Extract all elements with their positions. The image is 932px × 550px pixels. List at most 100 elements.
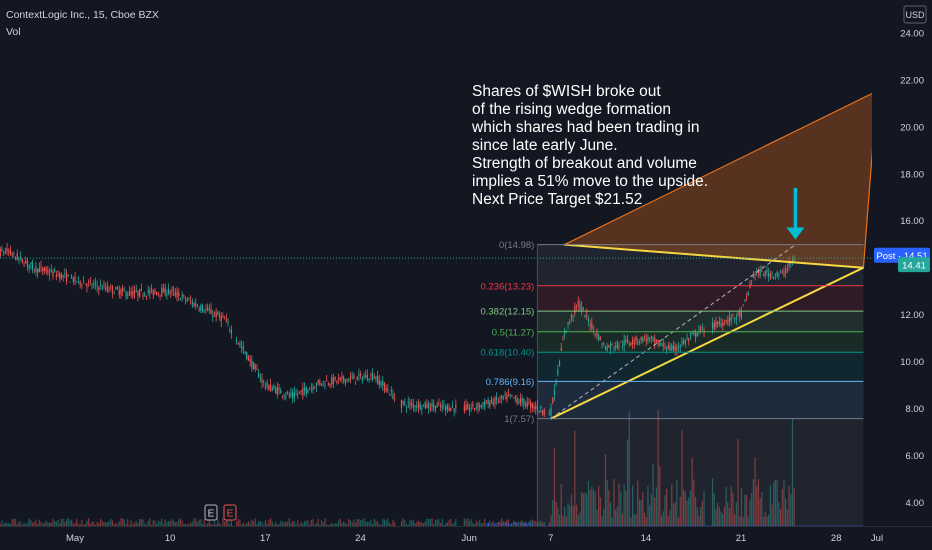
volume-bar [179,518,182,526]
candle-body [4,251,6,253]
y-tick-label: 16.00 [900,216,924,227]
candle-body [82,282,85,283]
candle-body [237,342,239,344]
candle-body [79,281,81,285]
candle-body [779,272,782,273]
volume-bar [730,486,732,526]
candle-body [81,284,83,286]
annotation-line: since late early June. [472,137,618,154]
volume-bar [72,523,74,526]
candle-body [171,289,173,291]
currency-button[interactable] [903,5,927,24]
volume-bar [353,519,355,526]
candle-body [150,288,153,291]
volume-bar [326,524,328,526]
volume-bar [567,502,569,526]
volume-bar [269,518,272,526]
volume-bar [455,518,457,526]
candle-body [632,339,634,345]
candle-body [354,381,357,383]
candle-body [734,317,736,319]
candle-body [745,296,748,298]
candle-body [584,315,586,318]
volume-bar [371,523,374,526]
candle-body [264,386,267,388]
fib-level-label: 0.5(11.27) [492,327,535,338]
candle-body [368,378,370,381]
volume-bar [693,479,695,526]
earnings-marker[interactable]: E [223,504,237,521]
volume-bar [343,521,345,526]
candle-body [492,402,494,405]
volume-bar [54,520,56,526]
volume-bar [339,518,341,526]
annotation-note[interactable]: Shares of $WISH broke out of the rising … [471,83,708,208]
candle-body [179,298,182,301]
volume-bar [734,514,736,526]
volume-bar [586,493,588,526]
candle-body [383,383,386,391]
volume-bar [174,522,176,526]
volume-bar [205,524,207,526]
candle-body [251,360,253,368]
volume-bar [173,520,175,526]
candle-body [666,349,668,351]
candle-body [215,312,217,318]
candle-body [298,391,301,393]
y-tick-label: 24.00 [900,28,924,39]
volume-bar [351,522,353,526]
volume-bar [263,524,265,526]
candle-body [494,397,496,404]
candle-body [281,395,284,397]
volume-bar [210,523,212,526]
currency-label: USD [905,10,925,20]
symbol-title[interactable]: ContextLogic Inc., 15, Cboe BZX [6,9,159,21]
volume-bar [424,521,426,526]
time-scale[interactable] [0,526,932,550]
candle-body [664,347,666,349]
volume-bar [489,520,491,526]
candle-body [421,407,423,410]
volume-bar [643,512,646,526]
earnings-marker[interactable]: E [204,504,218,521]
volume-bar [579,512,581,526]
volume-bar [305,520,307,526]
volume-bar [62,518,64,526]
volume-bar [790,493,792,526]
candle-body [484,400,486,408]
volume-bar [623,484,625,526]
volume-legend[interactable]: Vol [6,26,21,38]
volume-bar [390,524,392,526]
candle-body [688,338,690,341]
candle-body [643,335,646,337]
volume-bar [0,523,1,526]
volume-bar [356,519,358,526]
candle-body [402,401,404,404]
candle-body [319,381,321,385]
volume-bar [727,501,729,526]
volume-bar [703,491,705,526]
volume-bar [329,524,331,526]
candle-body [205,308,207,310]
volume-bar [526,524,528,526]
volume-bar [711,478,714,526]
volume-bar [667,516,669,526]
fib-level-label: 0.382(12.15) [480,307,534,318]
candle-body [732,313,734,316]
candle-body [475,407,477,409]
volume-bar [348,518,350,526]
candle-body [309,389,311,390]
volume-bar [609,502,612,526]
candle-body [169,291,171,293]
volume-bar [431,518,433,526]
volume-bar [502,521,505,526]
volume-bar [303,521,306,526]
candle-body [645,338,647,342]
candle-body [13,252,15,254]
candle-body [173,290,175,292]
volume-bar [380,524,382,526]
wedge-lower-trendline [550,266,864,420]
volume-bar [152,520,154,526]
volume-bar [327,524,329,526]
